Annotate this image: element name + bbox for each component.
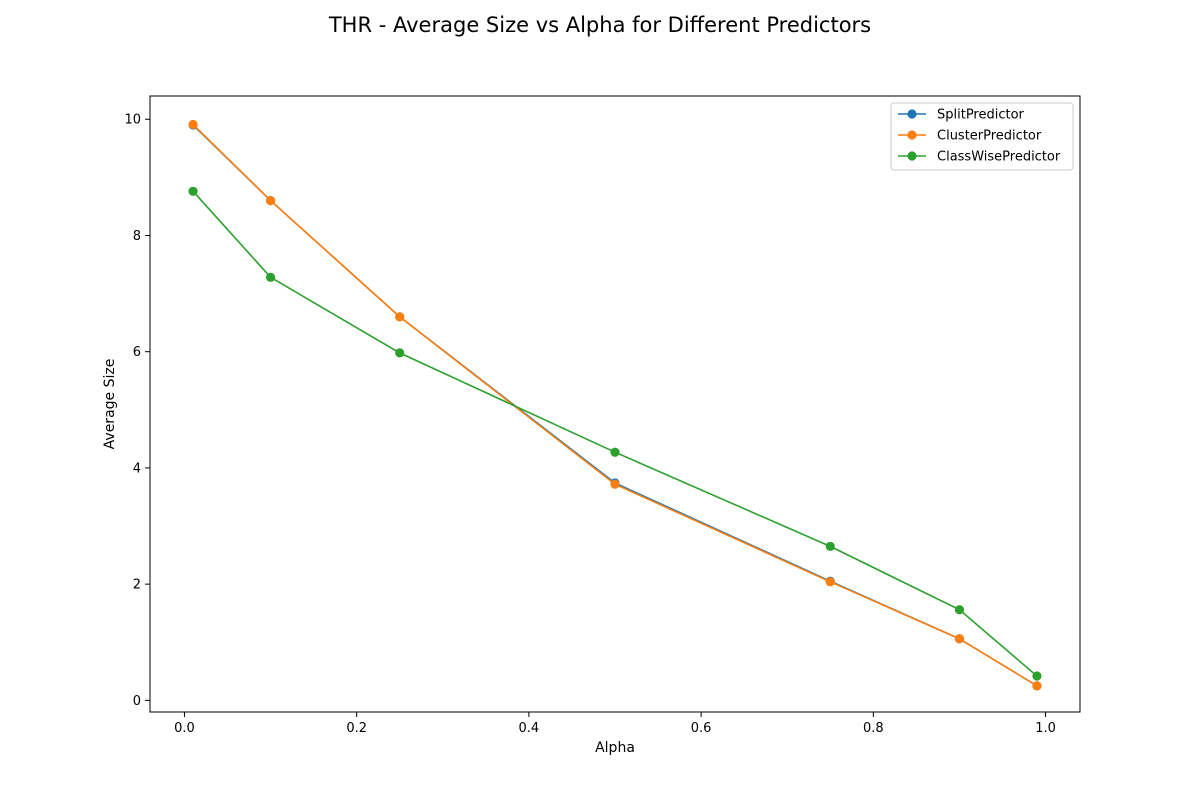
legend-label: ClassWisePredictor (937, 150, 1061, 165)
x-tick-label: 0.8 (863, 721, 884, 736)
data-point-ClusterPredictor (395, 312, 405, 322)
legend-marker (907, 109, 917, 119)
data-point-ClassWisePredictor (265, 272, 276, 282)
plot-frame (149, 95, 1081, 713)
x-tick-label: 0.0 (174, 721, 195, 736)
y-axis-label: Average Size (102, 359, 118, 450)
data-point-ClassWisePredictor (825, 541, 835, 551)
legend-marker (907, 130, 917, 140)
x-tick-label: 0.2 (346, 721, 367, 736)
legend-label: ClusterPredictor (937, 129, 1042, 144)
data-point-ClassWisePredictor (610, 447, 620, 457)
y-tick-label: 4 (133, 461, 141, 476)
y-tick-label: 2 (133, 578, 141, 593)
plot-area (188, 119, 1042, 691)
data-point-ClassWisePredictor (395, 348, 405, 358)
data-point-ClassWisePredictor (954, 605, 965, 615)
chart-title: THR - Average Size vs Alpha for Differen… (328, 13, 871, 37)
legend-marker (907, 151, 917, 161)
x-tick-label: 0.6 (691, 721, 712, 736)
data-point-ClassWisePredictor (1032, 671, 1042, 681)
x-tick-label: 0.4 (519, 721, 540, 736)
y-tick-label: 10 (124, 113, 141, 128)
data-point-ClusterPredictor (188, 119, 198, 130)
y-tick-label: 6 (133, 345, 141, 360)
y-tick-label: 8 (133, 229, 141, 244)
data-point-ClusterPredictor (265, 196, 276, 206)
data-point-ClusterPredictor (610, 479, 620, 489)
legend: SplitPredictor ClusterPredictor ClassWiseP… (890, 102, 1074, 171)
data-point-ClassWisePredictor (188, 186, 198, 196)
legend-label: SplitPredictor (937, 108, 1025, 123)
x-axis-label: Alpha (595, 740, 635, 756)
data-point-ClusterPredictor (954, 634, 965, 644)
x-tick-label: 1.0 (1035, 721, 1056, 736)
legend-box (890, 102, 1074, 171)
data-point-ClusterPredictor (1032, 681, 1042, 691)
y-tick-label: 0 (133, 694, 141, 709)
data-point-ClusterPredictor (825, 577, 835, 587)
